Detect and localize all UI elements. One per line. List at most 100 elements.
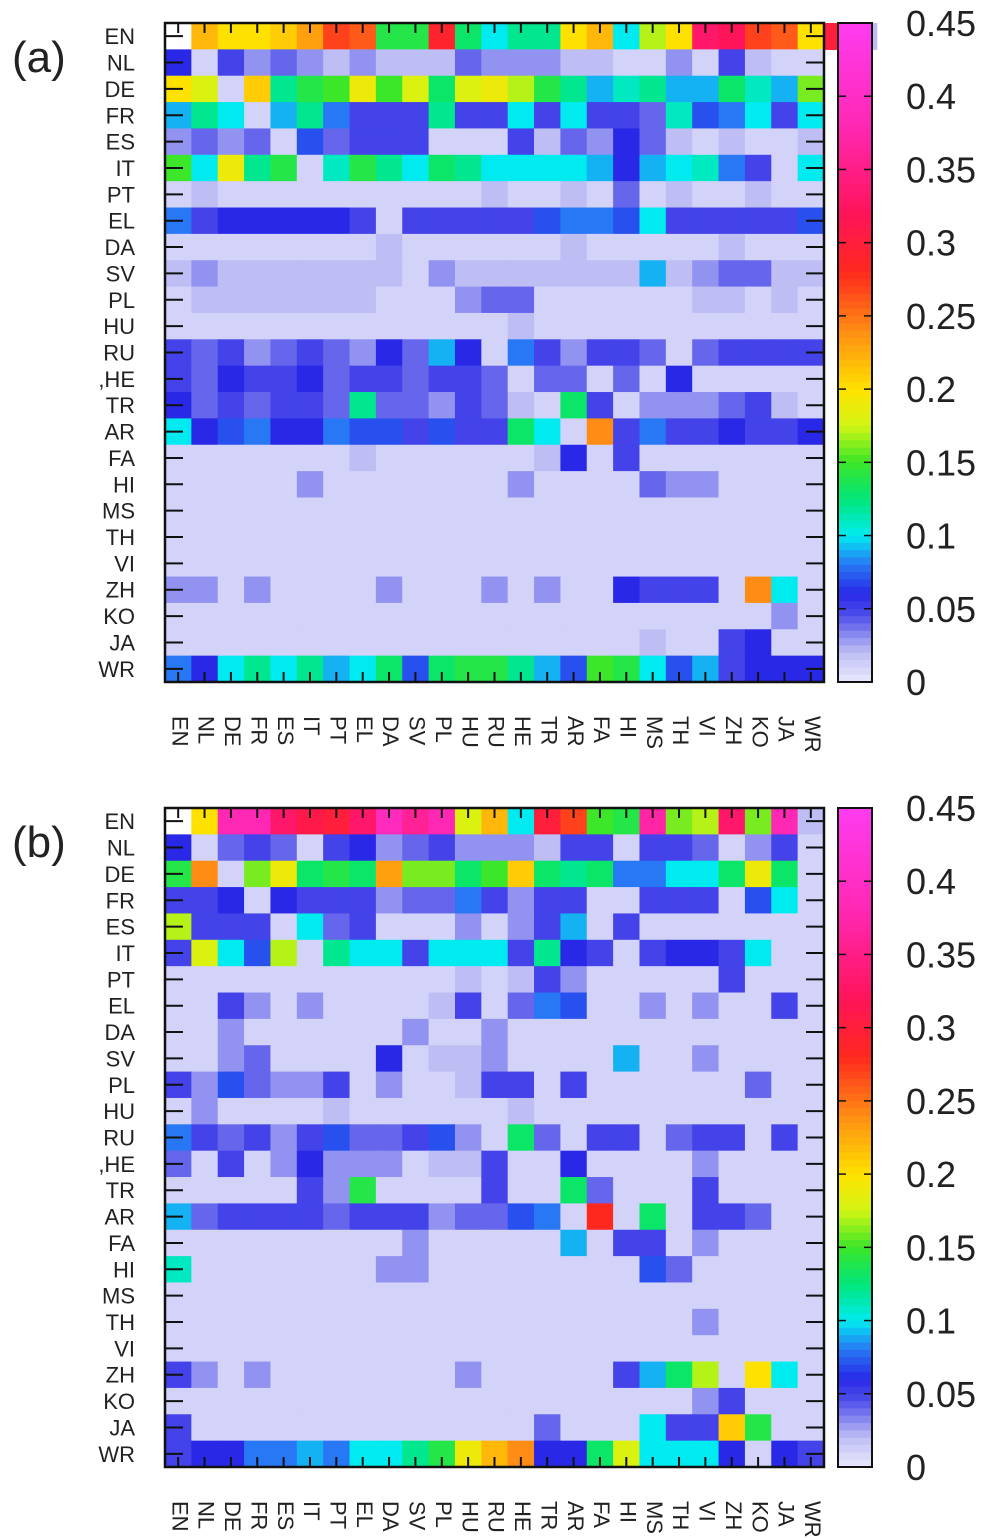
- heatmap-cell: [771, 834, 799, 862]
- heatmap-cell: [244, 1097, 272, 1125]
- heatmap-cell: [560, 181, 588, 209]
- heatmap-cell: [244, 75, 272, 103]
- heatmap-cell: [454, 887, 482, 915]
- heatmap-cell: [191, 444, 219, 472]
- colorbar-tick-label: 0.15: [906, 1227, 976, 1268]
- heatmap-cell: [586, 1229, 614, 1257]
- heatmap-cell: [613, 887, 641, 915]
- colorbar-segment: [838, 74, 872, 83]
- heatmap-cell: [613, 966, 641, 994]
- heatmap-cell: [639, 339, 667, 367]
- heatmap-cell: [402, 312, 430, 340]
- heatmap-cell: [270, 418, 298, 446]
- heatmap-cell: [560, 913, 588, 941]
- heatmap-cell: [560, 1308, 588, 1336]
- heatmap-cell: [665, 207, 693, 235]
- y-tick-label: ZH: [106, 578, 135, 603]
- heatmap-cell: [586, 233, 614, 261]
- heatmap-cell: [718, 1282, 746, 1310]
- colorbar-segment: [838, 542, 872, 551]
- heatmap-cell: [296, 444, 324, 472]
- heatmap-cell: [718, 339, 746, 367]
- heatmap-cell: [270, 992, 298, 1020]
- heatmap-cell: [560, 1361, 588, 1389]
- heatmap-cell: [534, 128, 561, 156]
- y-tick-label: FA: [108, 1231, 135, 1256]
- heatmap-cell: [481, 207, 509, 235]
- heatmap-cell: [244, 939, 272, 967]
- heatmap-cell: [771, 181, 799, 209]
- heatmap-cell: [375, 471, 403, 499]
- heatmap-cell: [586, 629, 614, 657]
- heatmap-cell: [270, 233, 298, 261]
- colorbar-segment: [838, 873, 872, 882]
- heatmap-cell: [534, 181, 561, 209]
- heatmap-cell: [718, 207, 746, 235]
- heatmap-cell: [534, 1361, 561, 1389]
- heatmap-cell: [507, 392, 535, 419]
- heatmap-cell: [428, 1229, 456, 1257]
- x-tick-label: HI: [615, 1501, 640, 1523]
- x-tick-label: RU: [484, 1501, 509, 1533]
- heatmap-cell: [560, 523, 588, 551]
- colorbar-segment: [838, 939, 872, 948]
- colorbar-segment: [838, 206, 872, 214]
- heatmap-cell: [375, 913, 403, 941]
- heatmap-cell: [296, 260, 324, 288]
- heatmap-cell: [560, 966, 588, 994]
- heatmap-cell: [323, 392, 351, 419]
- heatmap-cell: [217, 1150, 245, 1178]
- heatmap-cell: [665, 1150, 693, 1178]
- heatmap-cell: [323, 887, 351, 915]
- heatmap-cell: [639, 1045, 667, 1073]
- heatmap-cell: [323, 966, 351, 994]
- colorbar-segment: [838, 1320, 872, 1329]
- heatmap-cell: [744, 207, 772, 235]
- heatmap-cell: [402, 49, 430, 77]
- heatmap-cell: [744, 1335, 772, 1363]
- colorbar-segment: [838, 1305, 872, 1314]
- heatmap-cell: [718, 1335, 746, 1363]
- heatmap-cell: [428, 497, 456, 525]
- heatmap-cell: [507, 233, 535, 261]
- heatmap-cell: [613, 497, 641, 525]
- heatmap-cell: [402, 966, 430, 994]
- heatmap-cell: [323, 181, 351, 209]
- y-tick-label: JA: [109, 1415, 135, 1440]
- colorbar-segment: [838, 1240, 872, 1248]
- colorbar-segment: [838, 433, 872, 441]
- heatmap-cell: [428, 1045, 456, 1073]
- heatmap-cell: [507, 128, 535, 156]
- heatmap-cell: [428, 966, 456, 994]
- heatmap-cell: [639, 444, 667, 472]
- heatmap-cell: [771, 1018, 799, 1046]
- heatmap-cell: [744, 418, 772, 446]
- colorbar-segment: [838, 579, 872, 588]
- heatmap-cell: [244, 1229, 272, 1257]
- heatmap-cell: [560, 312, 588, 340]
- heatmap-cell: [349, 497, 377, 525]
- heatmap-cell: [402, 128, 430, 156]
- colorbar-segment: [838, 638, 872, 646]
- heatmap-cell: [244, 286, 272, 314]
- colorbar-segment: [838, 235, 872, 244]
- heatmap-cell: [744, 1124, 772, 1152]
- heatmap-cell: [454, 834, 482, 862]
- colorbar-segment: [838, 674, 872, 683]
- heatmap-cell: [481, 49, 509, 77]
- heatmap-cell: [771, 1282, 799, 1310]
- colorbar-segment: [838, 1005, 872, 1014]
- colorbar-segment: [838, 264, 872, 273]
- heatmap-cell: [744, 1256, 772, 1284]
- heatmap-cell: [270, 339, 298, 367]
- colorbar-segment: [838, 1415, 872, 1424]
- heatmap-cell: [665, 629, 693, 657]
- heatmap-cell: [481, 1308, 509, 1336]
- heatmap-cell: [244, 418, 272, 446]
- heatmap-cell: [692, 1335, 720, 1363]
- heatmap-cell: [323, 1256, 351, 1284]
- colorbar-segment: [838, 213, 872, 222]
- heatmap-cell: [639, 1124, 667, 1152]
- heatmap-cell: [270, 1177, 298, 1204]
- colorbar-segment: [838, 557, 872, 566]
